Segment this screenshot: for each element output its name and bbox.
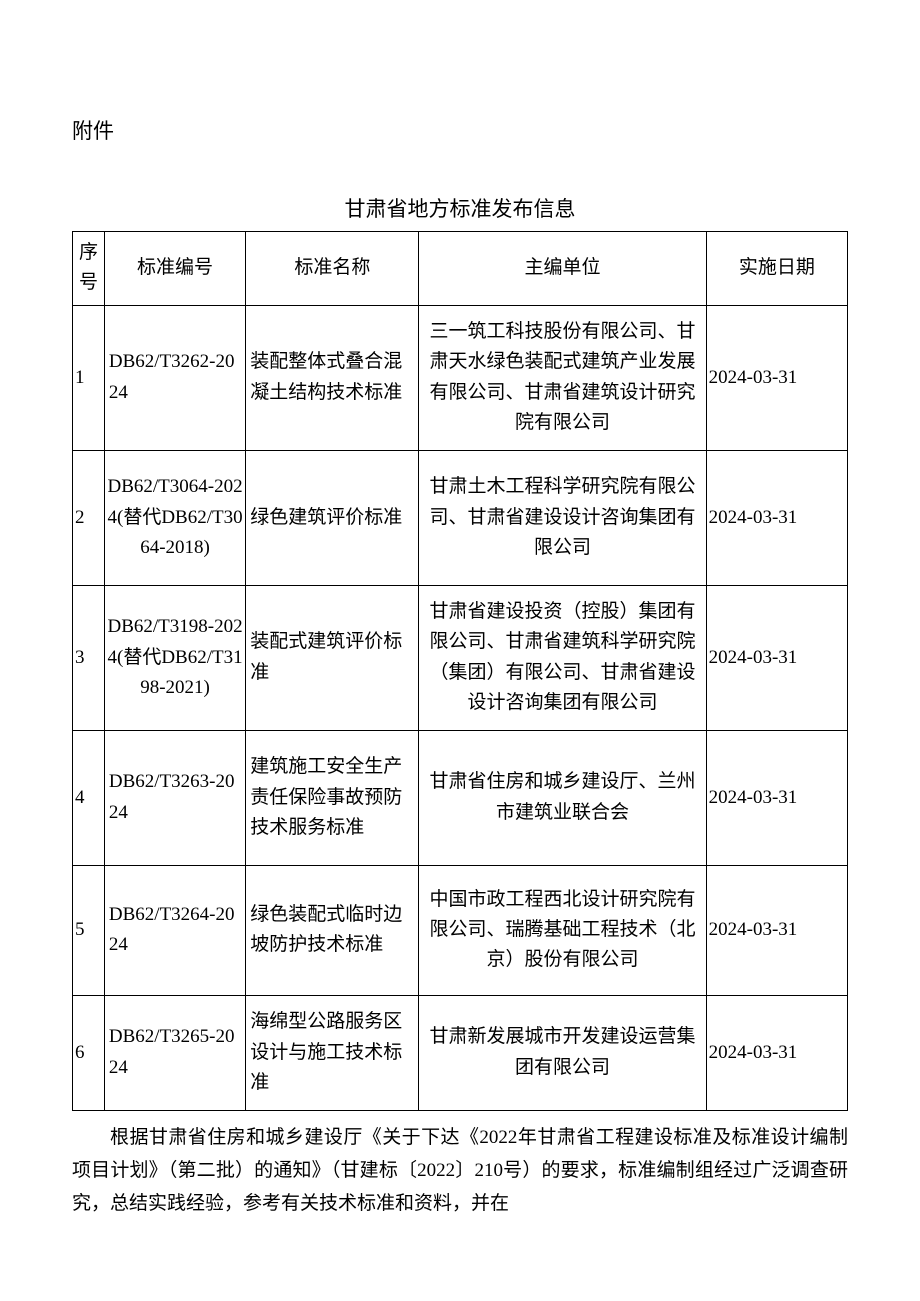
table-title: 甘肃省地方标准发布信息 [72,193,848,223]
header-date: 实施日期 [706,232,847,306]
table-row: 1 DB62/T3262-2024 装配整体式叠合混凝土结构技术标准 三一筑工科… [73,305,848,450]
cell-unit: 中国市政工程西北设计研究院有限公司、瑞腾基础工程技术（北京）股份有限公司 [419,865,706,995]
standards-table: 序号 标准编号 标准名称 主编单位 实施日期 1 DB62/T3262-2024… [72,231,848,1111]
cell-name: 建筑施工安全生产责任保险事故预防技术服务标准 [246,730,419,865]
header-name: 标准名称 [246,232,419,306]
cell-date: 2024-03-31 [706,585,847,730]
cell-name: 装配整体式叠合混凝土结构技术标准 [246,305,419,450]
cell-seq: 5 [73,865,105,995]
table-row: 3 DB62/T3198-2024(替代DB62/T3198-2021) 装配式… [73,585,848,730]
cell-unit: 甘肃土木工程科学研究院有限公司、甘肃省建设设计咨询集团有限公司 [419,450,706,585]
attachment-label: 附件 [72,115,848,145]
header-unit: 主编单位 [419,232,706,306]
cell-date: 2024-03-31 [706,865,847,995]
table-header-row: 序号 标准编号 标准名称 主编单位 实施日期 [73,232,848,306]
table-row: 2 DB62/T3064-2024(替代DB62/T3064-2018) 绿色建… [73,450,848,585]
cell-date: 2024-03-31 [706,450,847,585]
cell-seq: 4 [73,730,105,865]
cell-unit: 甘肃省住房和城乡建设厅、兰州市建筑业联合会 [419,730,706,865]
table-row: 5 DB62/T3264-2024 绿色装配式临时边坡防护技术标准 中国市政工程… [73,865,848,995]
cell-code: DB62/T3262-2024 [104,305,245,450]
cell-code: DB62/T3264-2024 [104,865,245,995]
cell-code: DB62/T3263-2024 [104,730,245,865]
cell-unit: 甘肃新发展城市开发建设运营集团有限公司 [419,995,706,1110]
cell-seq: 2 [73,450,105,585]
cell-code: DB62/T3265-2024 [104,995,245,1110]
cell-unit: 甘肃省建设投资（控股）集团有限公司、甘肃省建筑科学研究院（集团）有限公司、甘肃省… [419,585,706,730]
header-code: 标准编号 [104,232,245,306]
cell-date: 2024-03-31 [706,305,847,450]
table-body: 1 DB62/T3262-2024 装配整体式叠合混凝土结构技术标准 三一筑工科… [73,305,848,1110]
cell-name: 海绵型公路服务区设计与施工技术标准 [246,995,419,1110]
cell-name: 绿色建筑评价标准 [246,450,419,585]
header-seq: 序号 [73,232,105,306]
cell-name: 绿色装配式临时边坡防护技术标准 [246,865,419,995]
table-row: 4 DB62/T3263-2024 建筑施工安全生产责任保险事故预防技术服务标准… [73,730,848,865]
cell-seq: 3 [73,585,105,730]
cell-date: 2024-03-31 [706,995,847,1110]
cell-seq: 1 [73,305,105,450]
table-row: 6 DB62/T3265-2024 海绵型公路服务区设计与施工技术标准 甘肃新发… [73,995,848,1110]
cell-seq: 6 [73,995,105,1110]
cell-name: 装配式建筑评价标准 [246,585,419,730]
footer-paragraph: 根据甘肃省住房和城乡建设厅《关于下达《2022年甘肃省工程建设标准及标准设计编制… [72,1121,848,1221]
cell-date: 2024-03-31 [706,730,847,865]
cell-code: DB62/T3064-2024(替代DB62/T3064-2018) [104,450,245,585]
cell-unit: 三一筑工科技股份有限公司、甘肃天水绿色装配式建筑产业发展有限公司、甘肃省建筑设计… [419,305,706,450]
cell-code: DB62/T3198-2024(替代DB62/T3198-2021) [104,585,245,730]
